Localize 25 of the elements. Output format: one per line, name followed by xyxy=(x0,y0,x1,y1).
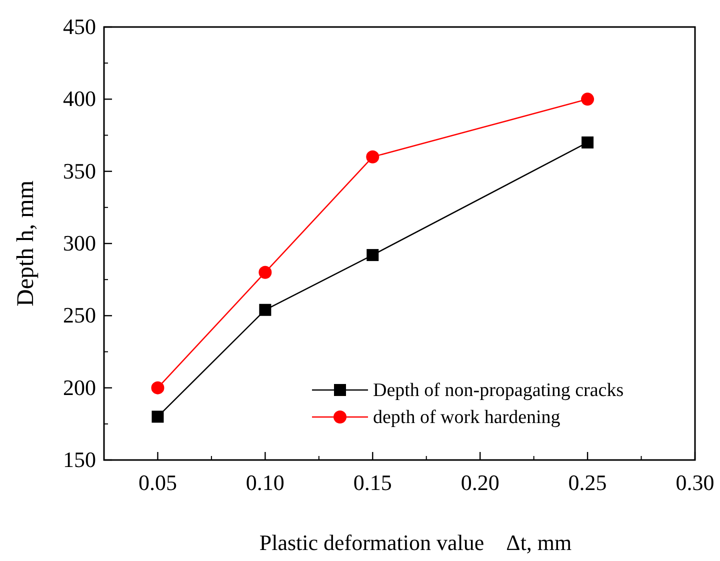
x-tick-label: 0.10 xyxy=(246,470,284,495)
point xyxy=(582,136,594,148)
x-tick-label: 0.20 xyxy=(460,470,500,495)
x-tick-label: 0.25 xyxy=(568,470,607,495)
point xyxy=(366,150,380,164)
y-tick-label: 300 xyxy=(63,230,96,256)
x-tick-label: 0.05 xyxy=(138,470,177,495)
legend-label: Depth of non-propagating cracks xyxy=(373,380,624,401)
y-axis-title: Depth h, mm xyxy=(13,180,39,306)
point xyxy=(366,249,379,262)
point xyxy=(152,410,164,423)
y-tick-label: 450 xyxy=(63,14,96,39)
y-tick-label: 400 xyxy=(63,86,96,112)
x-axis-title: Plastic deformation value Δt, mm xyxy=(259,530,572,555)
point xyxy=(259,304,272,316)
legend-label: depth of work hardening xyxy=(373,407,561,428)
y-tick-label: 150 xyxy=(63,447,96,472)
y-tick-label: 250 xyxy=(63,302,96,328)
x-tick-label: 0.15 xyxy=(353,470,392,495)
point xyxy=(258,266,272,279)
x-tick-label: 0.30 xyxy=(676,470,714,495)
y-tick-label: 350 xyxy=(63,158,96,184)
point xyxy=(581,92,594,106)
y-tick-label: 200 xyxy=(63,374,96,400)
point xyxy=(151,381,164,394)
